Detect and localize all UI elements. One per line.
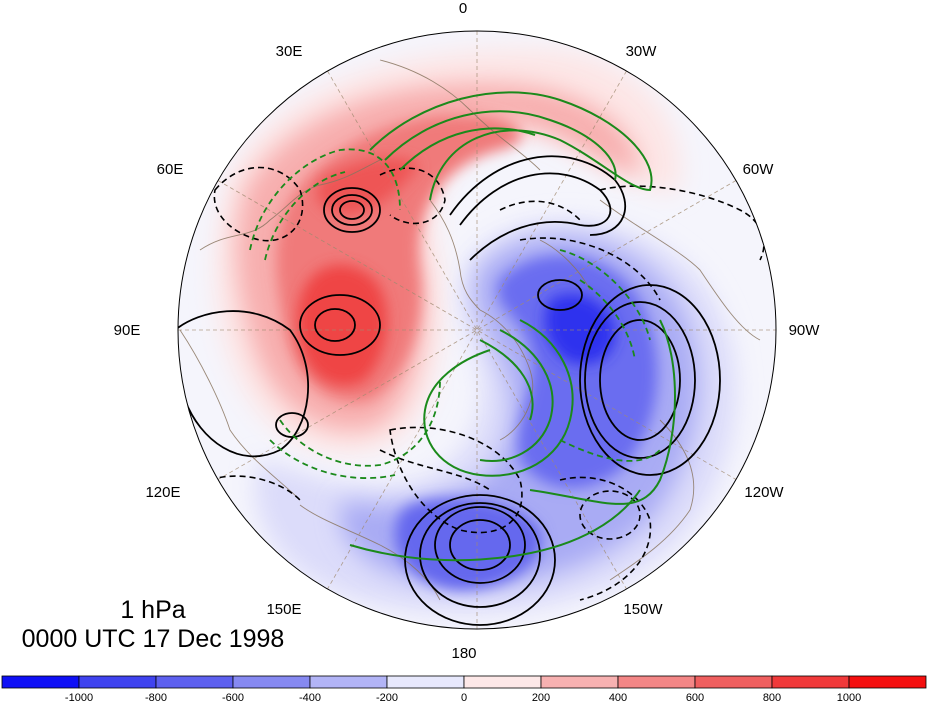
colorbar-box [78,675,157,689]
colorbar-tick-label: -200 [376,692,398,702]
colorbar-box [463,675,542,689]
lon-label-150e: 150E [266,601,301,618]
green-contours [349,91,676,562]
lon-label-60e: 60E [157,161,184,178]
colorbar-box [848,675,927,689]
lon-label-60w: 60W [743,161,775,178]
black-solid-contours [178,155,721,626]
colorbar-tick-label: -400 [299,692,321,702]
colorbar-tick-label: -800 [145,692,167,702]
colorbar-tick-label: 0 [461,692,467,702]
lon-label-0: 0 [459,0,467,17]
colorbar-tick-label: 400 [609,692,627,702]
colorbar-box [309,675,388,689]
map-boundary [177,30,777,630]
positive-anomaly-core [297,264,388,386]
datetime-title: 0000 UTC 17 Dec 1998 [22,625,285,653]
colorbar-box [232,675,311,689]
colorbar: -1000 -800 -600 -400 -200 0 200 400 600 800 1000 [1,675,927,702]
shaded-field [214,48,737,614]
colorbar-tick-label: 800 [763,692,781,702]
colorbar-tick-label: -1000 [65,692,93,702]
level-title: 1 hPa [120,596,185,624]
colorbar-box [1,675,80,689]
colorbar-box [694,675,773,689]
colorbar-tick-label: -600 [222,692,244,702]
colorbar-tick-label: 600 [686,692,704,702]
lon-label-90w: 90W [789,322,821,339]
colorbar-box [386,675,465,689]
negative-anomaly-south [395,498,542,590]
lon-label-150w: 150W [623,601,663,618]
colorbar-box [540,675,619,689]
lon-label-30w: 30W [626,43,658,60]
lon-label-30e: 30E [276,43,303,60]
colorbar-tick-label: 200 [532,692,550,702]
colorbar-tick-label: 1000 [837,692,861,702]
coastlines [179,59,761,601]
lon-label-120w: 120W [744,484,784,501]
lon-label-120e: 120E [145,484,180,501]
negative-anomaly-core [544,294,616,365]
lon-label-180: 180 [451,645,476,662]
colorbar-box [155,675,234,689]
colorbar-box [617,675,696,689]
green-dashed-contours [249,148,661,479]
lon-label-90e: 90E [114,322,141,339]
colorbar-box [771,675,850,689]
